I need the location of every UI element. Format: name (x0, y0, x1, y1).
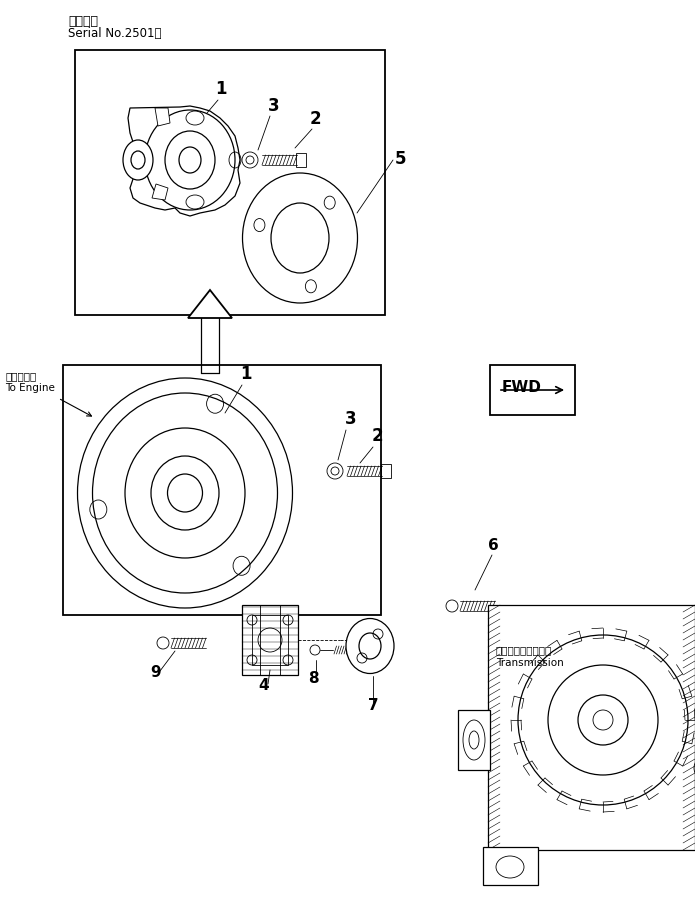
Text: 3: 3 (268, 97, 279, 115)
Ellipse shape (123, 140, 153, 180)
Bar (296, 153, 306, 167)
Text: 適用号機: 適用号機 (68, 15, 98, 28)
Bar (483, 847, 538, 885)
Bar (490, 365, 575, 415)
Ellipse shape (346, 618, 394, 674)
Bar (260, 605, 280, 675)
Bar (75, 50, 385, 315)
Bar (488, 605, 695, 850)
Text: 9: 9 (150, 665, 161, 680)
Text: FWD: FWD (502, 380, 542, 395)
Text: 5: 5 (395, 150, 407, 168)
Polygon shape (188, 290, 232, 318)
Text: Transmission: Transmission (496, 658, 564, 668)
Bar (252, 615, 288, 665)
Text: 8: 8 (308, 671, 318, 686)
Text: 6: 6 (488, 538, 499, 553)
Text: To Engine: To Engine (5, 383, 55, 393)
Text: 1: 1 (240, 365, 252, 383)
Text: 1: 1 (215, 80, 227, 98)
Text: 4: 4 (258, 678, 269, 693)
Text: エンジンへ: エンジンへ (5, 371, 36, 381)
Bar (242, 605, 298, 675)
Polygon shape (128, 106, 240, 216)
Text: 2: 2 (310, 110, 322, 128)
Bar (458, 710, 490, 770)
Bar (63, 365, 381, 615)
Ellipse shape (78, 378, 293, 608)
Text: 7: 7 (368, 698, 379, 713)
Text: 2: 2 (372, 427, 384, 445)
Text: Serial No.2501～: Serial No.2501～ (68, 27, 161, 40)
Polygon shape (152, 184, 168, 200)
Bar (381, 464, 391, 478)
Text: 3: 3 (345, 410, 357, 428)
Ellipse shape (145, 110, 235, 210)
Text: トランスミッション: トランスミッション (496, 645, 553, 655)
Polygon shape (155, 108, 170, 126)
